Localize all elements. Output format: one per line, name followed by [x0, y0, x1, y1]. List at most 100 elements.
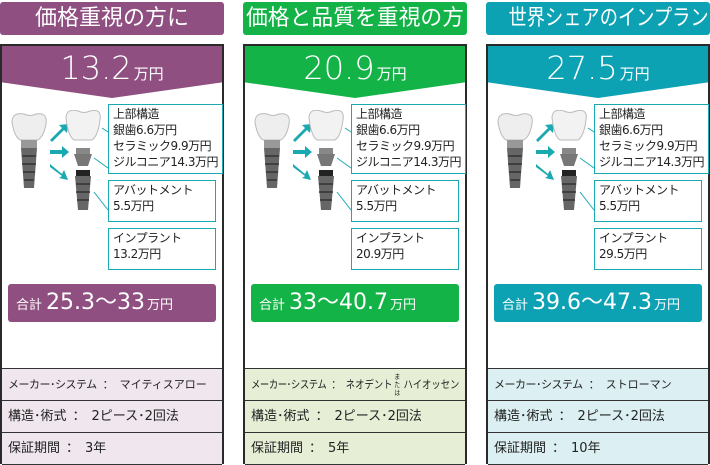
- spec-row-content: 構造･術式 ： 2ピース･2回法: [8, 401, 179, 432]
- spec-separator: ：: [558, 409, 572, 424]
- spec-value: 2ピース･2回法: [577, 409, 665, 424]
- spec-row: 構造･術式 ： 2ピース･2回法: [2, 401, 222, 433]
- arrow-icons: [50, 124, 69, 180]
- plan-title: 世界シェアのインプラント: [508, 6, 710, 31]
- implant-illustration: [249, 109, 353, 284]
- plan-column: 価格重視の方に 13.2 万円 上部構造 銀歯6.6万円 セラミック9.9万円 ジルコ…: [0, 0, 224, 465]
- crown-icon: [65, 109, 101, 141]
- plan-title: 価格重視の方に: [34, 6, 189, 31]
- total-bar: 合計 39.6〜47.3 万円: [494, 284, 702, 322]
- abutment-box: アバットメント 5.5万円: [351, 180, 459, 222]
- implant-price: 29.5万円: [599, 247, 647, 261]
- spec-table: メーカー･システム ： ストローマン 構造･術式 ： 2ピース･2回法 保証期間 ： 10年: [488, 368, 708, 465]
- spec-row-content: メーカー･システム ： ストローマン: [494, 369, 672, 400]
- total-unit: 万円: [147, 298, 174, 313]
- spec-row: メーカー･システム ： マイティスアロー: [2, 369, 222, 401]
- abutment-icon: [560, 148, 578, 166]
- plan-price: 20.9 万円: [245, 49, 465, 87]
- spec-value: 2ピース･2回法: [334, 409, 422, 424]
- implant-illustration: [492, 109, 596, 284]
- total-label: 合計: [259, 298, 286, 313]
- implant-box: インプラント 20.9万円: [351, 228, 459, 270]
- spec-separator: ：: [66, 441, 80, 456]
- total-content: 合計 25.3〜33 万円: [16, 284, 173, 325]
- spec-row: 構造･術式 ： 2ピース･2回法: [488, 401, 708, 433]
- plan-card: 20.9 万円 上部構造 銀歯6.6万円 セラミック9.9万円 ジルコニア14.3万円…: [243, 44, 467, 465]
- plan-title-tab: 価格重視の方に: [0, 2, 224, 35]
- spec-key: メーカー･システム: [251, 378, 327, 391]
- spec-row-content: 構造･術式 ： 2ピース･2回法: [494, 401, 665, 432]
- spec-table: メーカー･システム ： マイティスアロー 構造･術式 ： 2ピース･2回法 保証期間 ： 3年: [2, 368, 222, 465]
- spec-row: 保証期間 ： 3年: [2, 433, 222, 465]
- spec-key: 保証期間: [251, 441, 304, 456]
- plan-title-tab: 世界シェアのインプラント: [486, 2, 710, 35]
- abutment-box: アバットメント 5.5万円: [594, 180, 702, 222]
- total-value: 25.3〜33: [46, 290, 145, 315]
- implant-title: インプラント: [113, 231, 182, 245]
- total-value: 33〜40.7: [289, 290, 388, 315]
- abutment-icon: [74, 148, 92, 166]
- upper-price-line: 銀歯6.6万円: [356, 123, 420, 137]
- implant-price: 13.2万円: [113, 247, 161, 261]
- upper-structure-box: 上部構造 銀歯6.6万円 セラミック9.9万円 ジルコニア14.3万円: [351, 104, 466, 174]
- spec-row-content: メーカー･システム ： マイティスアロー: [8, 369, 207, 400]
- abutment-price: 5.5万円: [356, 199, 397, 213]
- implant-box: インプラント 13.2万円: [108, 228, 216, 270]
- implant-box: インプラント 29.5万円: [594, 228, 702, 270]
- total-value: 39.6〜47.3: [532, 290, 652, 315]
- spec-separator: ：: [102, 378, 114, 391]
- price-value: 20.9: [303, 49, 375, 87]
- spec-key: メーカー･システム: [8, 378, 97, 391]
- spec-value-alt: ハイオッセン: [403, 378, 460, 391]
- implant-price: 20.9万円: [356, 247, 404, 261]
- spec-separator: ：: [331, 378, 341, 391]
- upper-structure-box: 上部構造 銀歯6.6万円 セラミック9.9万円 ジルコニア14.3万円: [594, 104, 709, 174]
- spec-key: 構造･術式: [494, 409, 553, 424]
- total-bar: 合計 33〜40.7 万円: [251, 284, 459, 322]
- spec-key: メーカー･システム: [494, 378, 583, 391]
- spec-table: メーカー･システム ： ネオデントまたはハイオッセン 構造･術式 ： 2ピース･2回法 保証…: [245, 368, 465, 465]
- plan-column: 価格と品質を重視の方 20.9 万円 上部構造 銀歯6.6万円 セラミック9.9万円…: [243, 0, 467, 465]
- spec-value: 10年: [571, 441, 601, 456]
- spec-value: ストローマン: [605, 378, 672, 391]
- spec-separator: ：: [315, 409, 329, 424]
- spec-value: 5年: [328, 441, 350, 456]
- upper-price-line: ジルコニア14.3万円: [113, 155, 218, 169]
- price-value: 27.5: [546, 49, 618, 87]
- upper-price-line: セラミック9.9万円: [599, 139, 698, 153]
- spec-row: メーカー･システム ： ネオデントまたはハイオッセン: [245, 369, 465, 401]
- upper-title: 上部構造: [599, 107, 646, 121]
- spec-value: マイティスアロー: [119, 378, 207, 391]
- abutment-title: アバットメント: [113, 183, 194, 197]
- abutment-price: 5.5万円: [599, 199, 640, 213]
- spec-row-content: 保証期間 ： 3年: [8, 433, 106, 464]
- fixture-icon: [318, 170, 334, 210]
- spec-row-content: 構造･術式 ： 2ピース･2回法: [251, 401, 422, 432]
- spec-row: 保証期間 ： 10年: [488, 433, 708, 465]
- spec-row-content: 保証期間 ： 5年: [251, 433, 349, 464]
- upper-price-line: 銀歯6.6万円: [113, 123, 177, 137]
- spec-separator: ：: [72, 409, 86, 424]
- spec-key: 構造･術式: [251, 409, 310, 424]
- total-content: 合計 33〜40.7 万円: [259, 284, 416, 325]
- spec-or: または: [394, 373, 401, 397]
- upper-price-line: 銀歯6.6万円: [599, 123, 663, 137]
- arrow-icons: [293, 124, 312, 180]
- price-value: 13.2: [60, 49, 132, 87]
- plan-card: 27.5 万円 上部構造 銀歯6.6万円 セラミック9.9万円 ジルコニア14.3万円…: [486, 44, 710, 465]
- spec-value: 3年: [85, 441, 107, 456]
- upper-price-line: セラミック9.9万円: [356, 139, 455, 153]
- total-unit: 万円: [390, 298, 417, 313]
- assembled-implant-icon: [11, 113, 47, 188]
- implant-title: インプラント: [599, 231, 668, 245]
- total-content: 合計 39.6〜47.3 万円: [502, 284, 680, 325]
- arrow-icons: [536, 124, 555, 180]
- plan-price: 13.2 万円: [2, 49, 222, 87]
- abutment-title: アバットメント: [356, 183, 437, 197]
- abutment-title: アバットメント: [599, 183, 680, 197]
- spec-row: メーカー･システム ： ストローマン: [488, 369, 708, 401]
- total-label: 合計: [502, 298, 529, 313]
- spec-key: 構造･術式: [8, 409, 67, 424]
- spec-separator: ：: [309, 441, 323, 456]
- spec-key: 保証期間: [494, 441, 547, 456]
